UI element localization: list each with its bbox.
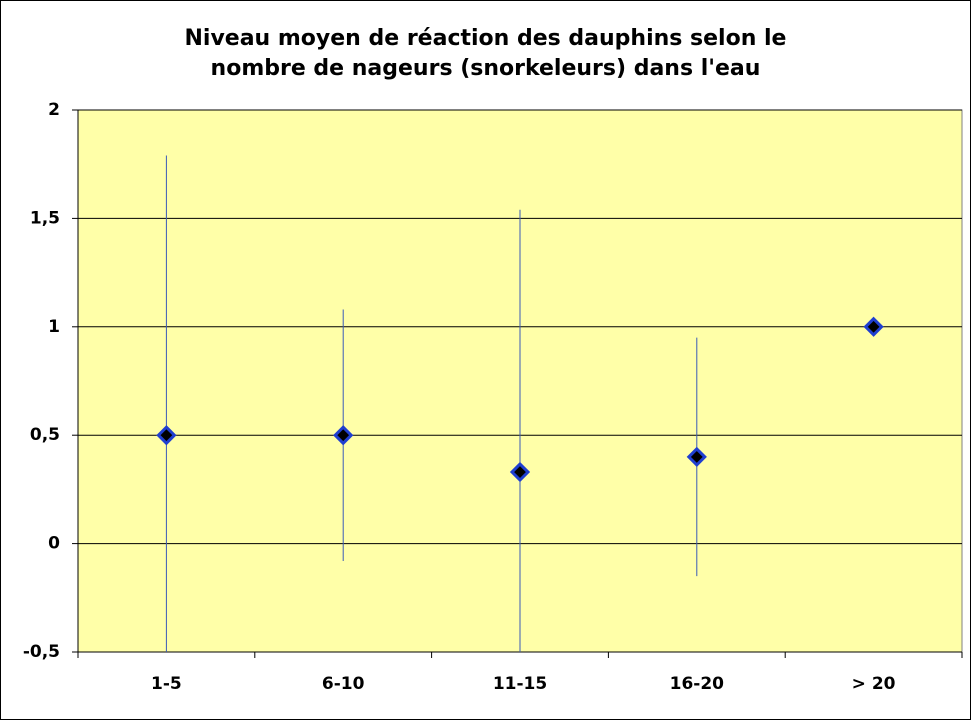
- y-tick-label: 1: [48, 317, 60, 337]
- y-tick-label: 0: [48, 534, 60, 554]
- y-tick-label: 0,5: [30, 425, 60, 445]
- x-tick-label: 1-5: [151, 674, 182, 694]
- marker: [156, 425, 177, 446]
- x-tick-label: 6-10: [322, 674, 365, 694]
- marker: [686, 446, 707, 468]
- marker: [509, 461, 531, 483]
- chart-title: Niveau moyen de réaction des dauphins se…: [184, 26, 787, 81]
- x-tick-label: > 20: [852, 674, 896, 694]
- marker: [333, 425, 354, 446]
- x-tick-label: 11-15: [493, 674, 547, 694]
- marker: [863, 316, 884, 337]
- y-tick-label: -0,5: [23, 642, 60, 662]
- x-tick-label: 16-20: [670, 674, 725, 694]
- y-tick-label: 1,5: [30, 208, 60, 228]
- y-tick-label: 2: [48, 100, 60, 120]
- plot-series: [156, 155, 884, 652]
